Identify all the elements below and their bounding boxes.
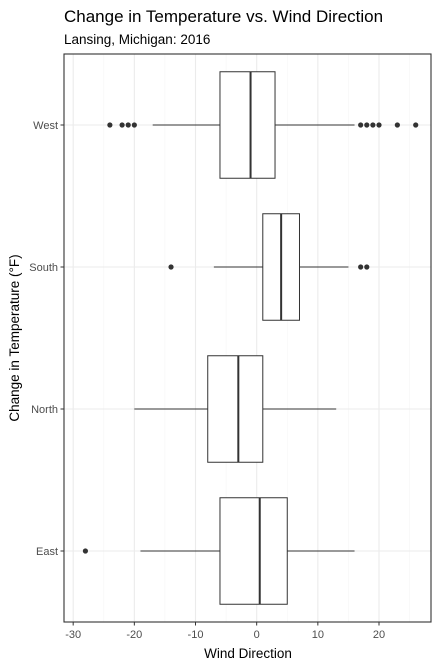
- outlier-point: [370, 122, 376, 128]
- y-tick-label: West: [33, 120, 58, 132]
- outlier-point: [376, 122, 382, 128]
- outlier-point: [168, 264, 174, 270]
- box-north: [134, 355, 337, 463]
- x-tick-label: -20: [126, 629, 142, 641]
- outlier-point: [413, 122, 419, 128]
- y-tick-label: North: [31, 404, 58, 416]
- panel-border: [63, 53, 432, 623]
- outlier-point: [358, 264, 364, 270]
- x-tick-label: -10: [188, 629, 204, 641]
- chart-subtitle: Lansing, Michigan: 2016: [64, 32, 210, 47]
- chart-title: Change in Temperature vs. Wind Direction: [64, 7, 383, 26]
- outlier-point: [131, 122, 137, 128]
- iqr-box: [219, 71, 276, 179]
- box-east: [82, 497, 355, 605]
- y-axis-title: Change in Temperature (°F): [7, 254, 22, 421]
- x-tick-label: -30: [65, 629, 81, 641]
- y-tick-label: South: [29, 262, 58, 274]
- outlier-point: [125, 122, 131, 128]
- x-tick-label: 20: [373, 629, 385, 641]
- iqr-box: [207, 355, 264, 463]
- x-axis: -30 -20 -10 0 10 20: [65, 622, 385, 641]
- y-tick-label: East: [36, 546, 58, 558]
- iqr-box: [219, 497, 288, 605]
- x-tick-label: 0: [254, 629, 260, 641]
- x-axis-title: Wind Direction: [204, 646, 292, 661]
- outlier-point: [82, 548, 89, 554]
- box-series: [82, 71, 419, 605]
- y-axis: East North South West: [29, 120, 64, 558]
- outlier-point: [364, 264, 370, 270]
- outlier-point: [358, 122, 364, 128]
- outlier-point: [119, 122, 125, 128]
- x-tick-label: 10: [312, 629, 324, 641]
- outlier-point: [107, 122, 113, 128]
- outlier-point: [364, 122, 370, 128]
- box-west: [107, 71, 419, 179]
- outlier-point: [394, 122, 400, 128]
- box-south: [168, 213, 370, 321]
